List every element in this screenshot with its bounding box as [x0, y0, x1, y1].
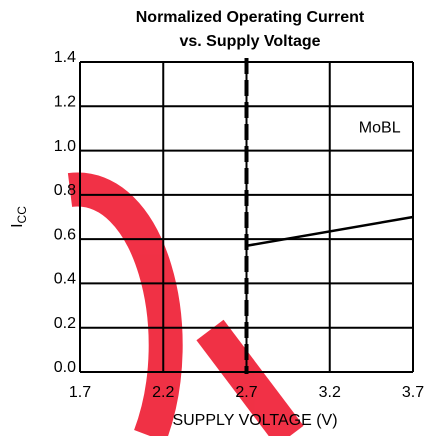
x-tick-label: 3.7 — [402, 384, 424, 401]
chart-title: vs. Supply Voltage — [179, 33, 320, 50]
x-tick-label: 2.7 — [235, 384, 257, 401]
y-tick-label: 0.2 — [54, 315, 76, 332]
y-tick-label: 1.2 — [54, 94, 76, 111]
y-axis-label-sub: CC — [15, 206, 29, 224]
x-axis-label: SUPPLY VOLTAGE (V) — [172, 412, 337, 429]
y-tick-label: 1.0 — [54, 138, 76, 155]
y-tick-label: 0.4 — [54, 271, 76, 288]
chart-title: Normalized Operating Current — [136, 9, 365, 26]
y-tick-label: 1.4 — [54, 49, 76, 66]
y-tick-label: 0.0 — [54, 359, 76, 376]
x-tick-label: 3.2 — [319, 384, 341, 401]
x-tick-label: 1.7 — [69, 384, 91, 401]
y-tick-label: 0.6 — [54, 226, 76, 243]
annotation: MoBL — [359, 120, 401, 137]
chart: Normalized Operating Current vs. Supply … — [0, 0, 430, 436]
y-tick-label: 0.8 — [54, 182, 76, 199]
x-tick-label: 2.2 — [152, 384, 174, 401]
y-axis-label: ICC — [9, 206, 29, 228]
